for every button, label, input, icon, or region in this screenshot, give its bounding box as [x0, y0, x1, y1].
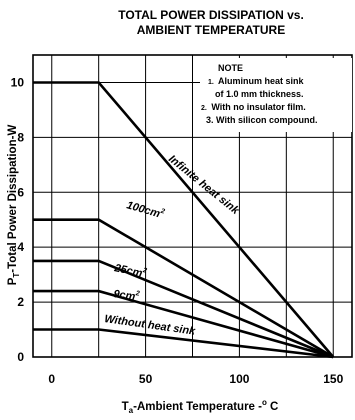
x-tick-label-50: 50 [139, 372, 153, 386]
label-without-heat-sink: Without heat sink [104, 313, 197, 338]
chart-title-line-1: TOTAL POWER DISSIPATION vs. [118, 8, 304, 22]
x-axis-label: Ta-Ambient Temperature -o C [122, 398, 279, 415]
y-tick-label-4: 4 [17, 240, 24, 254]
note-title: NOTE [218, 63, 243, 73]
y-tick-label-10: 10 [11, 75, 25, 89]
y-tick-label-6: 6 [17, 185, 24, 199]
plot-frame [32, 54, 353, 358]
note-line-1: 1. Aluminum heat sink [208, 76, 305, 86]
series-lines [33, 81, 335, 359]
y-tick-label-8: 8 [17, 130, 24, 144]
label-25cm2: 25cm2 [112, 261, 147, 281]
chart-title-line-2: AMBIENT TEMPERATURE [137, 23, 285, 37]
y-axis-label: PT-Total Power Dissipation-W [7, 125, 21, 286]
label-9cm2: 9cm2 [113, 287, 141, 303]
series-line-2 [33, 259, 334, 359]
series-line-4 [33, 328, 334, 359]
series-line-1 [33, 218, 334, 359]
y-tick-label-0: 0 [17, 350, 24, 364]
note-line-3: 2. With no insulator film. [201, 102, 306, 112]
x-tick-label-0: 0 [48, 372, 55, 386]
note-line-2: of 1.0 mm thickness. [215, 89, 304, 99]
x-tick-label-100: 100 [229, 372, 249, 386]
series-line-0 [33, 81, 335, 358]
label-infinite-heat-sink: Infinite heat sink [166, 153, 242, 218]
y-tick-labels: 0 2 4 6 8 10 [11, 75, 25, 364]
y-tick-label-2: 2 [17, 295, 24, 309]
note-background [200, 58, 352, 132]
x-tick-label-150: 150 [323, 372, 343, 386]
note-line-4: 3. With silicon compound. [206, 115, 317, 125]
series-line-3 [33, 289, 334, 359]
x-tick-labels: 0 50 100 150 [48, 372, 343, 386]
note-box: NOTE 1. Aluminum heat sink of 1.0 mm thi… [200, 58, 352, 132]
